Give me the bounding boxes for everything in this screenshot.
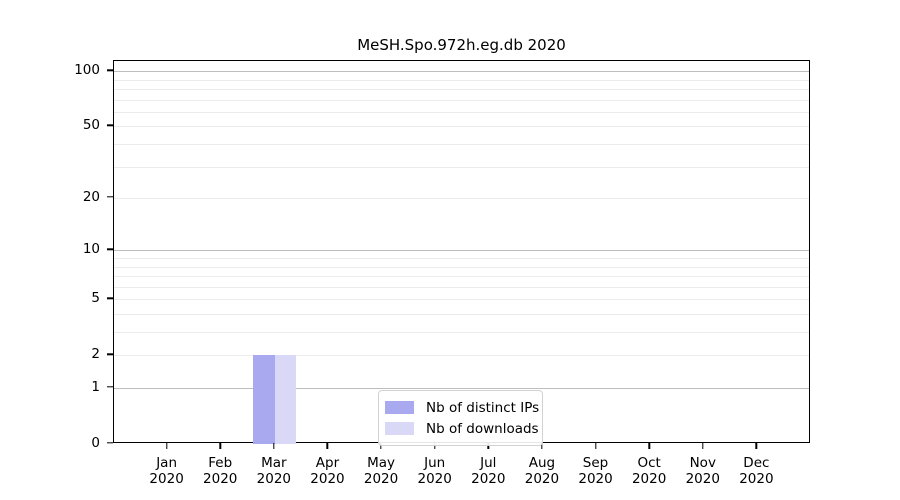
gridline-major (114, 388, 809, 389)
y-tick-label: 10 (82, 241, 100, 258)
gridline-minor (114, 313, 809, 315)
y-axis: 0 1 2 5 10 20 50 100 (0, 60, 113, 451)
x-tick-year: 2020 (739, 471, 774, 487)
x-tick-mark (165, 443, 168, 449)
x-tick-month: Nov (689, 455, 716, 471)
x-tick-mark (648, 443, 650, 449)
x-tick-label-sep: Sep 2020 (578, 455, 612, 487)
x-tick-label-may: May 2020 (364, 455, 398, 487)
plot-area (113, 60, 810, 444)
x-tick-mark (273, 443, 275, 449)
x-tick-mark (433, 443, 436, 449)
gridline-minor (114, 79, 809, 81)
x-tick-label-jul: Jul 2020 (471, 455, 505, 487)
x-tick-month: Jun (424, 455, 446, 471)
x-tick-month: Feb (208, 455, 233, 471)
gridline-minor (114, 111, 809, 113)
x-tick-month: Oct (637, 455, 661, 471)
gridline-minor (114, 144, 809, 146)
y-tick-label: 2 (91, 346, 100, 363)
y-tick-label: 5 (91, 290, 100, 307)
gridline-minor (114, 299, 809, 301)
x-tick-mark (702, 443, 704, 449)
bar-nb-of-distinct-ips-mar-2020 (253, 355, 275, 444)
y-tick-mark (107, 124, 113, 127)
x-tick-year: 2020 (149, 471, 184, 487)
x-tick-label-aug: Aug 2020 (525, 455, 559, 487)
x-tick-mark (594, 443, 597, 449)
y-tick-mark (107, 353, 113, 355)
gridline-minor (114, 258, 809, 259)
gridline-minor (114, 332, 809, 334)
bar-nb-of-downloads-mar-2020 (274, 355, 297, 444)
y-tick-mark (107, 297, 113, 299)
gridline-minor (114, 276, 809, 278)
x-axis: Jan 2020 Feb 2020 Mar 2020 Apr 2020 May 2020 Jun 20… (113, 443, 810, 493)
x-tick-mark (541, 443, 543, 449)
x-tick-year: 2020 (471, 471, 506, 487)
x-tick-month: Sep (582, 455, 609, 471)
legend-item: Nb of downloads (385, 418, 539, 439)
x-tick-year: 2020 (203, 471, 238, 487)
y-tick-label: 100 (74, 62, 100, 79)
x-tick-month: Dec (743, 455, 770, 471)
legend-item: Nb of distinct IPs (385, 397, 539, 418)
legend-label: Nb of distinct IPs (426, 399, 540, 416)
gridline-minor (114, 198, 809, 200)
y-tick-mark (107, 386, 113, 388)
legend-swatch-nb-of-downloads (385, 422, 414, 435)
gridline-minor (114, 99, 809, 101)
y-tick-label: 0 (91, 435, 100, 451)
x-tick-month: May (367, 455, 396, 471)
chart-title: MeSH.Spo.972h.eg.db 2020 (357, 36, 566, 54)
gridline-major (114, 71, 809, 73)
gridline-minor (114, 126, 809, 128)
x-tick-label-feb: Feb 2020 (203, 455, 237, 487)
x-tick-mark (219, 443, 221, 449)
x-tick-label-dec: Dec 2020 (739, 455, 773, 487)
gridline-minor (114, 89, 809, 91)
y-tick-label: 50 (82, 117, 100, 134)
y-tick-label: 1 (91, 379, 100, 395)
x-tick-label-nov: Nov 2020 (686, 455, 720, 487)
x-tick-year: 2020 (363, 471, 399, 487)
x-tick-year: 2020 (256, 471, 292, 487)
gridline-minor (114, 166, 809, 168)
y-tick-mark (107, 196, 113, 198)
x-tick-mark (487, 443, 489, 449)
x-tick-year: 2020 (310, 471, 345, 487)
x-tick-label-apr: Apr 2020 (310, 455, 344, 487)
legend: Nb of distinct IPs Nb of downloads (378, 390, 543, 446)
legend-swatch-nb-of-distinct-ips (385, 401, 414, 414)
x-tick-label-jan: Jan 2020 (149, 455, 183, 487)
gridline-major (114, 250, 809, 252)
x-tick-year: 2020 (685, 471, 720, 487)
gridline-minor (114, 355, 809, 357)
legend-label: Nb of downloads (426, 420, 539, 437)
y-tick-mark (107, 69, 113, 71)
x-tick-label-oct: Oct 2020 (632, 455, 666, 487)
x-tick-mark (755, 443, 758, 449)
x-tick-year: 2020 (524, 471, 560, 487)
gridline-minor (114, 266, 809, 268)
y-tick-mark (107, 442, 113, 444)
x-tick-year: 2020 (417, 471, 452, 487)
x-tick-month: Apr (315, 455, 340, 471)
x-tick-month: Jan (156, 455, 178, 471)
x-tick-mark (380, 443, 382, 449)
x-tick-label-jun: Jun 2020 (418, 455, 452, 487)
x-tick-year: 2020 (631, 471, 667, 487)
x-tick-year: 2020 (578, 471, 613, 487)
x-tick-mark (326, 443, 329, 449)
gridline-minor (114, 286, 809, 288)
x-tick-label-mar: Mar 2020 (257, 455, 291, 487)
y-tick-mark (107, 248, 113, 250)
x-tick-month: Aug (528, 455, 556, 471)
y-tick-label: 20 (82, 189, 100, 206)
x-tick-month: Mar (261, 455, 287, 471)
x-tick-month: Jul (480, 455, 497, 471)
